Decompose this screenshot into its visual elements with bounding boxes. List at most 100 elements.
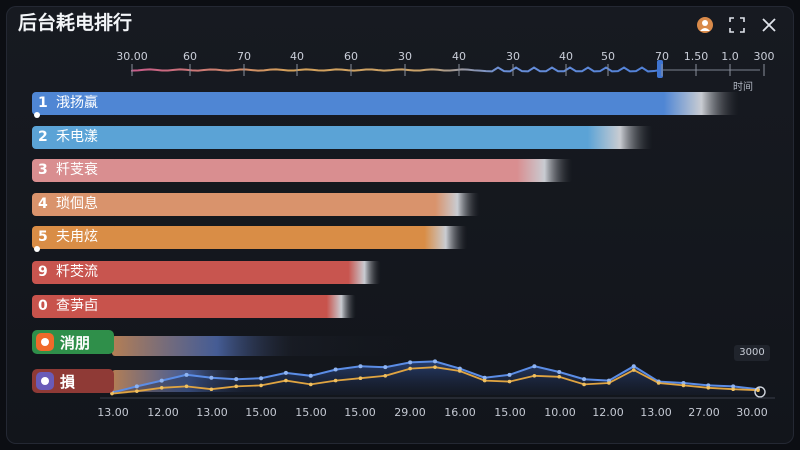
row-marker-dot	[34, 246, 40, 252]
bottom-axis-tick-label: 15.00	[344, 406, 376, 419]
top-axis-tick-label: 30	[506, 50, 520, 63]
line-point-yellow	[607, 381, 611, 385]
app-icon	[36, 333, 54, 351]
bottom-axis-tick-label: 12.00	[147, 406, 179, 419]
bar-5[interactable]	[112, 226, 468, 249]
row-label-7[interactable]: 0 查芛卣	[32, 295, 118, 318]
bottom-axis-tick-label: 13.00	[196, 406, 228, 419]
top-axis-tick-label: 70	[237, 50, 251, 63]
bottom-axis-tick-label: 10.00	[544, 406, 576, 419]
line-point-yellow	[557, 374, 562, 379]
row-label-3[interactable]: 3 粁芰衰	[32, 159, 118, 182]
bar-1[interactable]	[112, 92, 740, 115]
row-name: 涐扬蠃	[56, 95, 98, 111]
line-end-marker[interactable]	[754, 386, 766, 398]
row-rank: 9	[38, 264, 48, 280]
row-name: 琐佪息	[56, 196, 98, 212]
row-name: 夫甪炫	[56, 229, 98, 245]
row-label-6[interactable]: 9 粁茭流	[32, 261, 118, 284]
app-badge-1[interactable]: 消朋	[32, 330, 114, 354]
line-point-blue	[308, 373, 313, 378]
top-axis-tick-label: 60	[344, 50, 358, 63]
row-label-4[interactable]: 4 琐佪息	[32, 193, 118, 216]
line-point-yellow	[333, 378, 338, 383]
line-point-blue	[408, 360, 413, 365]
row-label-1[interactable]: 1 涐扬蠃	[32, 92, 118, 115]
top-axis-tick-label: 40	[290, 50, 304, 63]
app-icon	[36, 372, 54, 390]
top-axis-tick-label: 1.50	[684, 50, 709, 63]
row-rank: 4	[38, 196, 48, 212]
line-point-yellow	[358, 376, 363, 381]
bottom-axis-tick-label: 13.00	[97, 406, 129, 419]
line-point-yellow	[184, 384, 189, 389]
line-point-yellow	[656, 381, 661, 385]
line-point-yellow	[582, 382, 586, 387]
bottom-axis-tick-label: 30.00	[736, 406, 768, 419]
line-point-blue	[731, 384, 736, 389]
top-axis-tick-label: 300	[754, 50, 775, 63]
line-point-yellow	[234, 384, 239, 389]
row-rank: 3	[38, 162, 48, 178]
line-point-yellow	[631, 368, 636, 372]
row-label-2[interactable]: 2 禾电漾	[32, 126, 118, 149]
line-point-blue	[283, 370, 288, 375]
line-point-blue	[259, 376, 264, 381]
row-marker-dot	[34, 112, 40, 118]
line-point-yellow	[507, 379, 512, 384]
line-point-blue	[433, 359, 437, 364]
row-label-5[interactable]: 5 夫甪炫	[32, 226, 118, 249]
line-point-yellow	[135, 389, 139, 393]
top-axis-tick-label: 30	[398, 50, 412, 63]
line-point-yellow	[433, 365, 437, 369]
window-controls	[696, 16, 778, 34]
close-icon[interactable]	[760, 16, 778, 34]
row-rank: 0	[38, 298, 48, 314]
line-point-yellow	[458, 369, 462, 373]
app-badge-label: 損	[60, 372, 76, 391]
line-point-yellow	[284, 378, 288, 383]
line-point-yellow	[308, 382, 313, 387]
bar-7[interactable]	[112, 295, 356, 318]
top-axis-tick-label: 60	[183, 50, 197, 63]
user-avatar-icon[interactable]	[696, 16, 714, 34]
top-axis-tick-label: 70	[655, 50, 669, 63]
line-point-blue	[234, 377, 239, 382]
line-point-blue	[383, 365, 388, 370]
line-point-yellow	[482, 378, 487, 383]
app-badge-2[interactable]: 損	[32, 369, 114, 393]
app-badge-label: 消朋	[60, 333, 91, 352]
line-point-yellow	[706, 386, 711, 390]
line-point-blue	[532, 364, 537, 369]
row-name: 粁茭流	[56, 264, 98, 280]
line-point-blue	[631, 364, 636, 369]
line-point-blue	[184, 372, 189, 377]
fullscreen-icon[interactable]	[728, 16, 746, 34]
bar-4[interactable]	[112, 193, 480, 216]
line-point-yellow	[383, 374, 388, 378]
bottom-axis-tick-label: 15.00	[245, 406, 277, 419]
row-name: 查芛卣	[56, 298, 98, 314]
bar-2[interactable]	[112, 126, 653, 149]
row-rank: 1	[38, 95, 48, 111]
top-axis-tick-label: 1.0	[721, 50, 739, 63]
line-point-yellow	[209, 387, 214, 392]
faint-bar-1	[112, 336, 412, 356]
line-point-yellow	[731, 387, 735, 392]
bottom-axis-tick-label: 15.00	[295, 406, 327, 419]
row-rank: 2	[38, 129, 48, 145]
line-point-blue	[134, 384, 139, 389]
line-point-yellow	[532, 374, 537, 378]
line-point-yellow	[110, 391, 114, 396]
top-axis-line	[131, 66, 661, 73]
bottom-axis-tick-label: 16.00	[444, 406, 476, 419]
bottom-axis-tick-label: 27.00	[688, 406, 720, 419]
line-value-badge: 3000	[734, 345, 770, 361]
bar-3[interactable]	[112, 159, 573, 182]
line-point-yellow	[756, 388, 760, 393]
line-point-blue	[507, 372, 512, 377]
bar-6[interactable]	[112, 261, 381, 284]
line-point-yellow	[259, 383, 263, 388]
line-point-yellow	[681, 383, 686, 388]
